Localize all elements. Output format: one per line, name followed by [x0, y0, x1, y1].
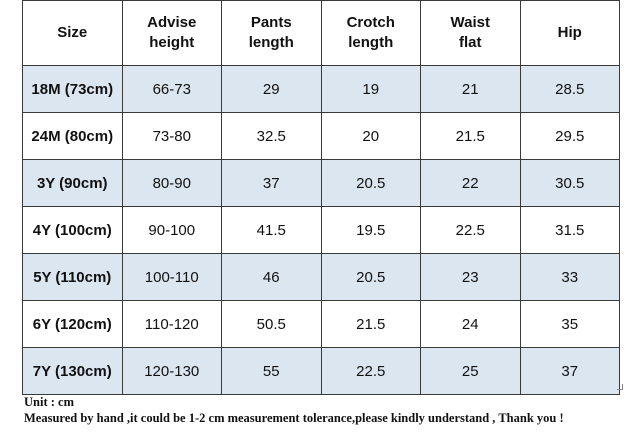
unit-note: Unit : cm — [24, 395, 74, 409]
cell-crotch-length: 20.5 — [320, 159, 421, 207]
cell-waist-flat: 23 — [420, 253, 521, 301]
column-header-advise-height: Advise height — [121, 0, 222, 66]
cell-crotch-length: 20.5 — [320, 253, 421, 301]
column-header-line1: Size — [57, 24, 88, 41]
column-header-size: Size — [22, 0, 123, 66]
table-row: 4Y (100cm) 90-100 41.5 19.5 22.5 31.5 — [22, 206, 620, 254]
size-chart: Size Advise height Pants length Crotch length W… — [22, 0, 620, 395]
cell-waist-flat: 21 — [420, 65, 521, 113]
cell-hip: 30.5 — [519, 159, 620, 207]
cell-crotch-length: 19 — [320, 65, 421, 113]
table-row: 18M (73cm) 66-73 29 19 21 28.5 — [22, 65, 620, 113]
cell-size: 4Y (100cm) — [22, 206, 123, 254]
cell-pants-length: 41.5 — [221, 206, 322, 254]
table-row: 24M (80cm) 73-80 32.5 20 21.5 29.5 — [22, 112, 620, 160]
cell-pants-length: 37 — [221, 159, 322, 207]
cell-advise-height: 110-120 — [121, 300, 222, 348]
table-row: 5Y (110cm) 100-110 46 20.5 23 33 — [22, 253, 620, 301]
cell-waist-flat: 22.5 — [420, 206, 521, 254]
column-header-line1: Advise — [147, 14, 197, 31]
cell-pants-length: 32.5 — [221, 112, 322, 160]
cell-waist-flat: 21.5 — [420, 112, 521, 160]
cell-waist-flat: 24 — [420, 300, 521, 348]
cell-crotch-length: 19.5 — [320, 206, 421, 254]
cell-hip: 35 — [519, 300, 620, 348]
cell-size: 6Y (120cm) — [22, 300, 123, 348]
corner-mark — [617, 384, 623, 390]
table-row: 3Y (90cm) 80-90 37 20.5 22 30.5 — [22, 159, 620, 207]
column-header-line2: height — [149, 34, 195, 51]
column-header-line2: length — [248, 34, 294, 51]
cell-hip: 28.5 — [519, 65, 620, 113]
cell-pants-length: 29 — [221, 65, 322, 113]
column-header-waist-flat: Waist flat — [420, 0, 521, 66]
cell-size: 7Y (130cm) — [22, 347, 123, 395]
cell-advise-height: 80-90 — [121, 159, 222, 207]
cell-hip: 31.5 — [519, 206, 620, 254]
column-header-crotch-length: Crotch length — [320, 0, 421, 66]
column-header-line1: Waist — [450, 14, 490, 31]
column-header-hip: Hip — [519, 0, 620, 66]
column-header-line1: Hip — [557, 24, 582, 41]
cell-advise-height: 120-130 — [121, 347, 222, 395]
cell-pants-length: 55 — [221, 347, 322, 395]
cell-advise-height: 100-110 — [121, 253, 222, 301]
column-header-line2: length — [348, 34, 394, 51]
measurement-notes: Unit : cm Measured by hand ,it could be … — [24, 394, 564, 426]
cell-pants-length: 46 — [221, 253, 322, 301]
cell-advise-height: 73-80 — [121, 112, 222, 160]
column-header-line1: Pants — [250, 14, 292, 31]
cell-waist-flat: 22 — [420, 159, 521, 207]
cell-size: 5Y (110cm) — [22, 253, 123, 301]
column-header-line2: flat — [459, 34, 482, 51]
cell-hip: 37 — [519, 347, 620, 395]
cell-size: 3Y (90cm) — [22, 159, 123, 207]
cell-crotch-length: 20 — [320, 112, 421, 160]
cell-size: 24M (80cm) — [22, 112, 123, 160]
cell-advise-height: 90-100 — [121, 206, 222, 254]
table-body: 18M (73cm) 66-73 29 19 21 28.5 24M (80cm) 73-80… — [22, 65, 620, 395]
tolerance-note: Measured by hand ,it could be 1-2 cm mea… — [24, 411, 564, 425]
column-header-pants-length: Pants length — [221, 0, 322, 66]
cell-waist-flat: 25 — [420, 347, 521, 395]
size-chart-table: Size Advise height Pants length Crotch length W… — [22, 0, 620, 395]
cell-crotch-length: 22.5 — [320, 347, 421, 395]
cell-pants-length: 50.5 — [221, 300, 322, 348]
cell-crotch-length: 21.5 — [320, 300, 421, 348]
cell-advise-height: 66-73 — [121, 65, 222, 113]
cell-hip: 33 — [519, 253, 620, 301]
table-row: 7Y (130cm) 120-130 55 22.5 25 37 — [22, 347, 620, 395]
cell-size: 18M (73cm) — [22, 65, 123, 113]
table-header-row: Size Advise height Pants length Crotch length W… — [22, 0, 620, 66]
column-header-line1: Crotch — [346, 14, 395, 31]
cell-hip: 29.5 — [519, 112, 620, 160]
table-row: 6Y (120cm) 110-120 50.5 21.5 24 35 — [22, 300, 620, 348]
